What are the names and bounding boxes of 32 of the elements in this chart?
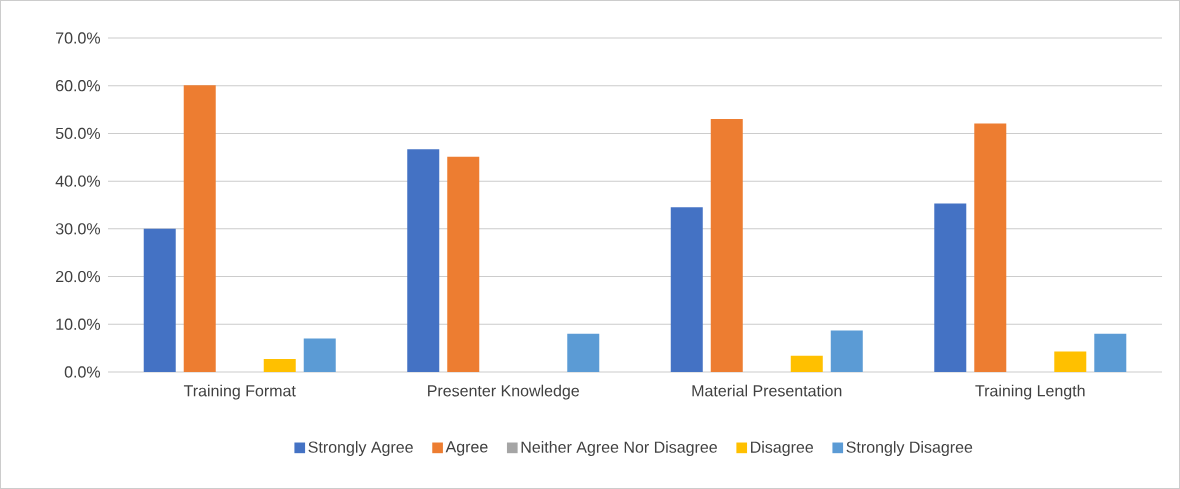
y-tick-label: 70.0% [56,32,101,44]
y-tick-label: 20.0% [56,270,101,283]
y-tick-label: 50.0% [55,127,101,140]
bar [934,203,967,372]
legend-label: Neither Agree Nor Disagree [521,441,717,456]
legend-label: Agree [445,441,488,456]
bar [1094,333,1127,372]
legend-label: Strongly Agree [308,441,413,456]
bar [1054,351,1087,372]
bar [303,338,336,372]
bar [710,119,743,372]
y-tick-label: 0.0% [64,366,101,378]
x-tick-label: Material Presentation [692,384,842,397]
bar [447,156,480,372]
x-tick-label: Training Length [975,384,1085,400]
y-tick-label: 40.0% [55,175,101,187]
y-tick-label: 10.0% [56,318,101,330]
bar [407,149,440,372]
bar [567,333,600,372]
legend-label: Strongly Disagree [846,441,973,456]
legend-label: Disagree [751,441,814,456]
bar [974,123,1007,372]
y-tick-label: 30.0% [55,223,101,235]
y-tick-label: 60.0% [56,80,101,92]
bar [143,228,176,372]
bar [830,330,863,372]
x-tick-label: Presenter Knowledge [428,384,579,400]
x-tick-label: Training Format [183,384,296,400]
bar [670,207,703,372]
bar [790,355,823,372]
bar [263,359,296,372]
bar [183,85,216,372]
